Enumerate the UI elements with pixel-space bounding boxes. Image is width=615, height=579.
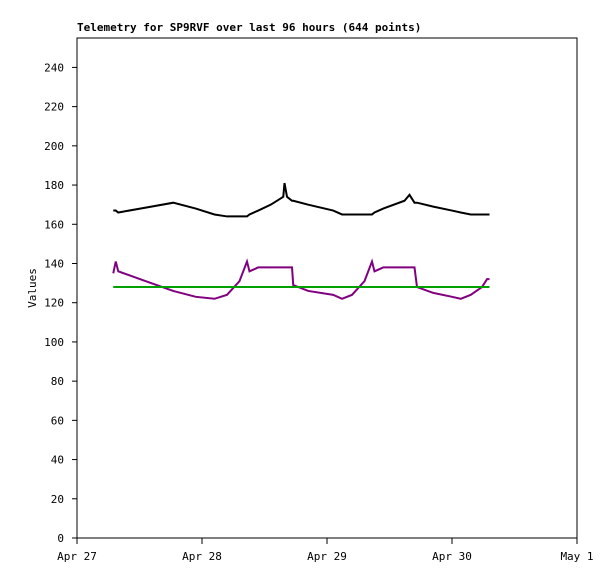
y-tick-label: 140 [44, 257, 64, 270]
y-tick-label: 100 [44, 336, 64, 349]
y-tick-label: 160 [44, 218, 64, 231]
series-line [112, 258, 490, 300]
y-tick-label: 120 [44, 297, 64, 310]
y-tick-label: 20 [51, 493, 64, 506]
x-tick-label: Apr 28 [182, 550, 222, 563]
x-tick-label: Apr 29 [307, 550, 347, 563]
chart-title: Telemetry for SP9RVF over last 96 hours … [77, 21, 421, 34]
y-tick-label: 60 [51, 414, 64, 427]
y-tick-label: 80 [51, 375, 64, 388]
y-tick-label: 220 [44, 101, 64, 114]
y-tick-label: 40 [51, 454, 64, 467]
y-tick-label: 0 [57, 532, 64, 545]
y-tick-label: 200 [44, 140, 64, 153]
x-tick-label: Apr 30 [432, 550, 472, 563]
y-tick-label: 180 [44, 179, 64, 192]
y-tick-label: 240 [44, 61, 64, 74]
series-line [113, 182, 490, 218]
x-tick-label: May 1 [560, 550, 593, 563]
y-axis-label: Values [26, 268, 39, 308]
x-tick-label: Apr 27 [57, 550, 97, 563]
